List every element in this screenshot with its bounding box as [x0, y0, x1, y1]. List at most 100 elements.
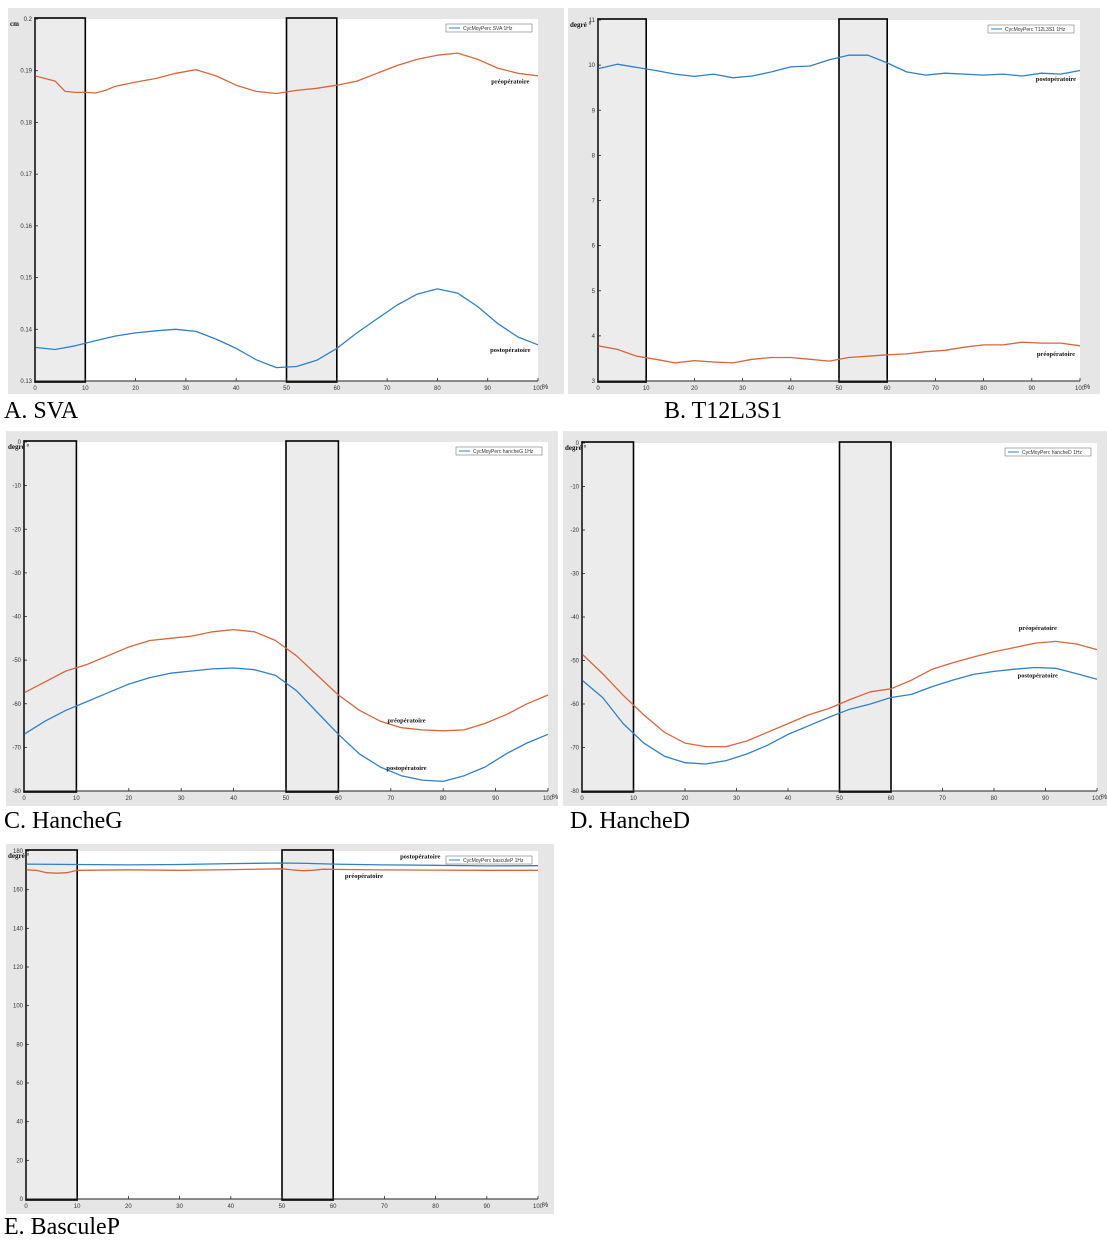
y-tick-label: -70 [570, 746, 579, 752]
y-tick-label: -50 [570, 659, 579, 665]
y-tick-label: 0.13 [20, 379, 32, 385]
x-tick-label: 20 [125, 796, 132, 802]
chart-svg-hancheg: 0 10 20 30 40 50 60 70 80 90 100% -80 -70 -60 -50 -40 -3… [6, 431, 558, 806]
y-tick-label: 0 [18, 440, 22, 446]
x-tick-label: 10 [74, 1204, 81, 1210]
chart-svg-hanched: 0 10 20 30 40 50 60 70 80 90 100% -80 -70 -60 -50 -40 -3… [563, 431, 1107, 806]
x-tick-label: 70 [381, 1204, 388, 1210]
x-tick-label: 10 [630, 796, 637, 802]
y-tick-label: -10 [12, 484, 21, 490]
legend-label: CycMoyPerc hancheG 1Hz [473, 449, 534, 455]
y-tick-label: 7 [592, 199, 596, 205]
phase-band-2 [838, 441, 892, 793]
chart-svg-sva: 0 10 20 30 40 50 60 70 80 90 100% 0.13 0.14 0.15 0.16 0… [8, 8, 564, 394]
x-tick-label: 40 [233, 386, 240, 392]
x-tick-label: 20 [125, 1204, 132, 1210]
chart-panel-hanched: 0 10 20 30 40 50 60 70 80 90 100% -80 -70 -60 -50 -40 -3… [563, 431, 1107, 806]
x-tick-label: 20 [132, 386, 139, 392]
x-unit-label: % [1084, 384, 1090, 391]
x-tick-label: 90 [483, 1204, 490, 1210]
x-tick-label: 70 [384, 386, 391, 392]
y-tick-label: 10 [588, 63, 595, 69]
phase-band-1 [34, 17, 87, 383]
x-tick-label: 10 [73, 796, 80, 802]
legend-label: CycMoyPerc basculeP 1Hz [463, 858, 524, 864]
x-tick-label: 0 [33, 386, 37, 392]
phase-band-1 [25, 849, 79, 1201]
x-tick-label: 20 [682, 796, 689, 802]
annotation-preop: préopératoire [1019, 625, 1057, 632]
x-tick-label: 100 [543, 796, 554, 802]
y-tick-label: 3 [592, 379, 596, 385]
x-tick-label: 40 [787, 386, 794, 392]
caption-hancheg: C. HancheG [4, 808, 123, 834]
annotation-postop: postopératoire [490, 347, 530, 354]
y-tick-label: 0.2 [24, 17, 33, 23]
x-tick-label: 30 [739, 386, 746, 392]
y-tick-label: 20 [16, 1158, 23, 1164]
phase-band-1 [581, 441, 635, 793]
y-tick-label: -30 [12, 571, 21, 577]
phase-band-2 [838, 18, 889, 383]
y-axis-label: degré ° [8, 852, 29, 860]
phase-band-1 [23, 440, 78, 793]
y-tick-label: 5 [592, 289, 596, 295]
y-tick-label: -80 [570, 789, 579, 795]
y-tick-label: 140 [13, 926, 24, 932]
y-axis-label: cm [10, 20, 19, 28]
x-tick-label: 100 [1075, 386, 1086, 392]
x-unit-label: % [1101, 794, 1107, 801]
x-tick-label: 100 [533, 1204, 544, 1210]
x-tick-label: 60 [335, 796, 342, 802]
chart-svg-basculep: 0 10 20 30 40 50 60 70 80 90 100% 0 20 40 60 80 100 120 14… [6, 844, 554, 1214]
legend-label: CycMoyPerc T12L3S1 1Hz [1005, 27, 1066, 33]
annotation-postop: postopératoire [386, 765, 426, 772]
x-tick-label: 80 [440, 796, 447, 802]
x-tick-label: 60 [888, 796, 895, 802]
x-tick-label: 60 [333, 386, 340, 392]
phase-band-1 [597, 18, 648, 383]
series-line-preop [23, 628, 549, 732]
x-tick-label: 100 [533, 386, 544, 392]
x-tick-label: 50 [836, 386, 843, 392]
y-tick-label: 120 [13, 965, 24, 971]
series-line-postop [34, 288, 539, 369]
y-tick-label: 4 [592, 334, 596, 340]
chart-panel-hancheg: 0 10 20 30 40 50 60 70 80 90 100% -80 -70 -60 -50 -40 -3… [6, 431, 558, 806]
x-tick-label: 90 [492, 796, 499, 802]
legend-label: CycMoyPerc hancheD 1Hz [1022, 450, 1083, 456]
annotation-postop: postopératoire [1018, 672, 1058, 679]
series-line-preop [597, 341, 1081, 364]
y-tick-label: 0.15 [20, 276, 32, 282]
annotation-postop: postopératoire [400, 854, 440, 861]
y-tick-label: 60 [16, 1081, 23, 1087]
annotation-preop: préopératoire [1037, 351, 1075, 358]
x-tick-label: 90 [1042, 796, 1049, 802]
annotation-preop: préopératoire [491, 79, 529, 86]
x-tick-label: 70 [939, 796, 946, 802]
y-tick-label: 80 [16, 1042, 23, 1048]
y-tick-label: -10 [570, 485, 579, 491]
phase-band-2 [285, 440, 340, 793]
annotation-postop: postopératoire [1036, 76, 1076, 83]
y-tick-label: -40 [570, 615, 579, 621]
x-tick-label: 80 [991, 796, 998, 802]
legend-box [445, 855, 533, 865]
chart-panel-sva: 0 10 20 30 40 50 60 70 80 90 100% 0.13 0.14 0.15 0.16 0… [8, 8, 564, 394]
y-tick-label: -20 [12, 527, 21, 533]
legend-box [455, 446, 543, 456]
caption-hanched: D. HancheD [570, 808, 690, 834]
y-tick-label: 0.17 [20, 172, 32, 178]
phase-band-2 [281, 849, 335, 1201]
y-tick-label: -60 [570, 702, 579, 708]
chart-panel-basculep: 0 10 20 30 40 50 60 70 80 90 100% 0 20 40 60 80 100 120 14… [6, 844, 554, 1214]
y-tick-label: -70 [12, 745, 21, 751]
legend-box [445, 23, 533, 33]
y-tick-label: -60 [12, 702, 21, 708]
y-tick-label: 40 [16, 1120, 23, 1126]
caption-sva: A. SVA [4, 398, 79, 424]
x-tick-label: 30 [176, 1204, 183, 1210]
x-tick-label: 0 [580, 796, 584, 802]
x-tick-label: 40 [785, 796, 792, 802]
y-tick-label: -40 [12, 615, 21, 621]
